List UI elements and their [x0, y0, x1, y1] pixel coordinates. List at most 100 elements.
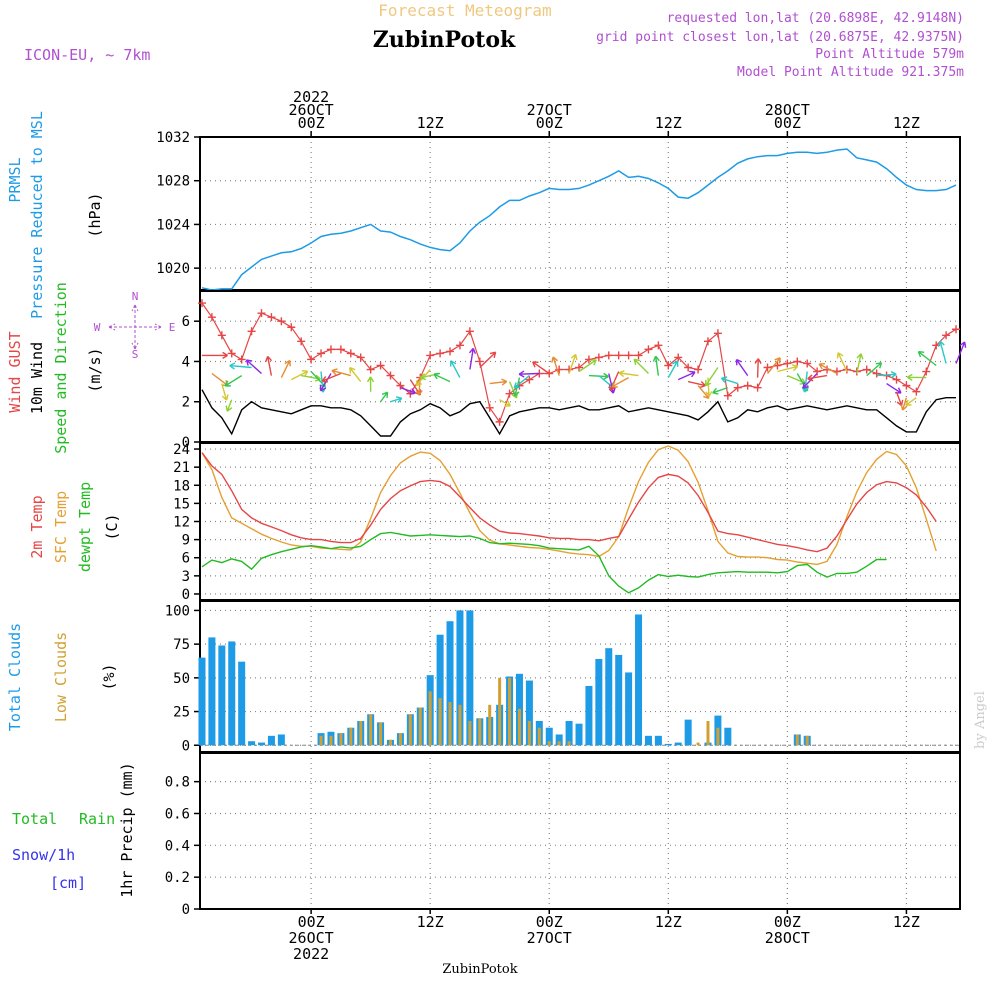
- total-cloud-bar: [248, 741, 256, 746]
- y-tick-label: 1032: [156, 130, 190, 146]
- wind-arrow-shape: [400, 386, 416, 395]
- time-label-top: 12Z: [893, 114, 920, 132]
- total-cloud-bar: [644, 735, 652, 746]
- y-tick-label: 15: [173, 496, 190, 512]
- wind-arrow-shape: [499, 399, 511, 407]
- y-tick-label: 1028: [156, 174, 190, 190]
- wind-arrow: [608, 371, 620, 392]
- total-cloud-bar: [605, 648, 613, 746]
- gust-marker: [346, 349, 355, 358]
- wind-arrow: [886, 383, 902, 394]
- gust-marker: [505, 389, 514, 398]
- low-cloud-bar: [428, 691, 432, 746]
- wind-arrow: [221, 383, 229, 401]
- compass-rose: [108, 304, 162, 350]
- y-tick-label: 0.4: [165, 838, 190, 854]
- gust-marker: [723, 391, 732, 400]
- compass-e: E: [169, 321, 176, 334]
- wind-arrow-shape: [245, 359, 262, 375]
- wind-arrow-shape: [479, 351, 497, 369]
- precip-axis-label: 1hr Precip (mm): [118, 762, 136, 897]
- low-cloud-bar: [438, 698, 442, 746]
- low-cloud-bar: [339, 733, 343, 746]
- gust-marker: [575, 363, 584, 372]
- time-label-top: 2022: [293, 88, 329, 106]
- total-cloud-bar: [436, 634, 444, 746]
- wind-arrow: [513, 375, 530, 389]
- low-clouds-label: Low Clouds: [52, 632, 70, 722]
- wind-arrow: [551, 356, 560, 376]
- wind-arrow: [777, 364, 799, 373]
- low-cloud-bar: [329, 735, 333, 746]
- low-cloud-bar: [716, 727, 720, 746]
- gust-marker: [287, 323, 296, 332]
- time-label-top: 00Z: [536, 114, 563, 132]
- wind-arrow-shape: [766, 357, 781, 374]
- time-label-bottom: 00Z: [774, 913, 801, 931]
- dewpt-label: dewpt Temp: [76, 482, 94, 572]
- gust-marker: [247, 327, 256, 336]
- total-cloud-bar: [585, 685, 593, 746]
- low-cloud-bar: [369, 714, 373, 746]
- wind-arrow-shape: [905, 397, 917, 407]
- total-cloud-bar: [565, 720, 573, 746]
- total-cloud-bar: [267, 735, 275, 746]
- wind-arrow: [290, 370, 309, 381]
- gust-marker: [207, 313, 216, 322]
- gust-marker: [793, 357, 802, 366]
- wind-arrow: [754, 358, 762, 378]
- wind-arrow: [652, 355, 660, 376]
- wind-arrow: [310, 371, 326, 388]
- wind-arrow-shape: [202, 351, 228, 360]
- wind-arrow-shape: [290, 370, 309, 381]
- low-cloud-bar: [547, 741, 551, 746]
- gust-marker: [684, 363, 693, 372]
- wind-arrow: [866, 362, 883, 377]
- gust-marker: [674, 353, 683, 362]
- y-tick-label: 75: [173, 637, 190, 653]
- y-tick-label: 0.6: [165, 806, 190, 822]
- wind-arrow-shape: [415, 375, 423, 396]
- gust-marker: [495, 417, 504, 426]
- compass-s: S: [132, 348, 139, 361]
- low-cloud-bar: [359, 720, 363, 746]
- wind-arrow: [687, 380, 706, 389]
- wind-arrow-shape: [886, 383, 902, 394]
- wind-arrow: [568, 353, 578, 374]
- wind-arrow-shape: [221, 383, 229, 401]
- gust-marker: [455, 341, 464, 350]
- gust-marker: [872, 369, 881, 378]
- wind-arrow: [224, 375, 243, 387]
- wind-arrow: [633, 358, 649, 374]
- gust-marker: [475, 357, 484, 366]
- gust-marker: [525, 375, 534, 384]
- total-cloud-bar: [615, 654, 623, 746]
- wind-arrow: [807, 374, 828, 382]
- wind-arrow: [479, 351, 497, 369]
- wind-arrow-shape: [513, 375, 530, 389]
- gust-marker: [942, 331, 951, 340]
- y-tick-label: 2: [182, 395, 190, 411]
- gust-marker: [654, 341, 663, 350]
- low-cloud-bar: [458, 704, 462, 746]
- gust-marker: [237, 355, 246, 364]
- wind-arrow-shape: [224, 375, 243, 387]
- wind-arrow: [331, 368, 351, 377]
- compass-n: N: [132, 290, 139, 303]
- low-cloud-bar: [379, 722, 383, 746]
- wind-arrow: [380, 391, 389, 403]
- wind-arrow: [390, 396, 403, 404]
- wind-arrow: [906, 373, 927, 381]
- total-clouds-label: Total Clouds: [6, 623, 24, 731]
- gust-marker: [733, 383, 742, 392]
- wind-arrow: [667, 360, 679, 378]
- requested-coords: requested lon,lat (20.6898E, 42.9148N): [667, 11, 964, 26]
- gust-marker: [336, 345, 345, 354]
- wind-arrow-shape: [568, 353, 578, 374]
- precip-snow-label: Snow/1h: [12, 846, 75, 864]
- wind-arrow: [433, 372, 451, 383]
- wind-speed-line: [201, 389, 956, 437]
- wind-arrow: [499, 399, 511, 407]
- wind-arrow: [836, 352, 848, 372]
